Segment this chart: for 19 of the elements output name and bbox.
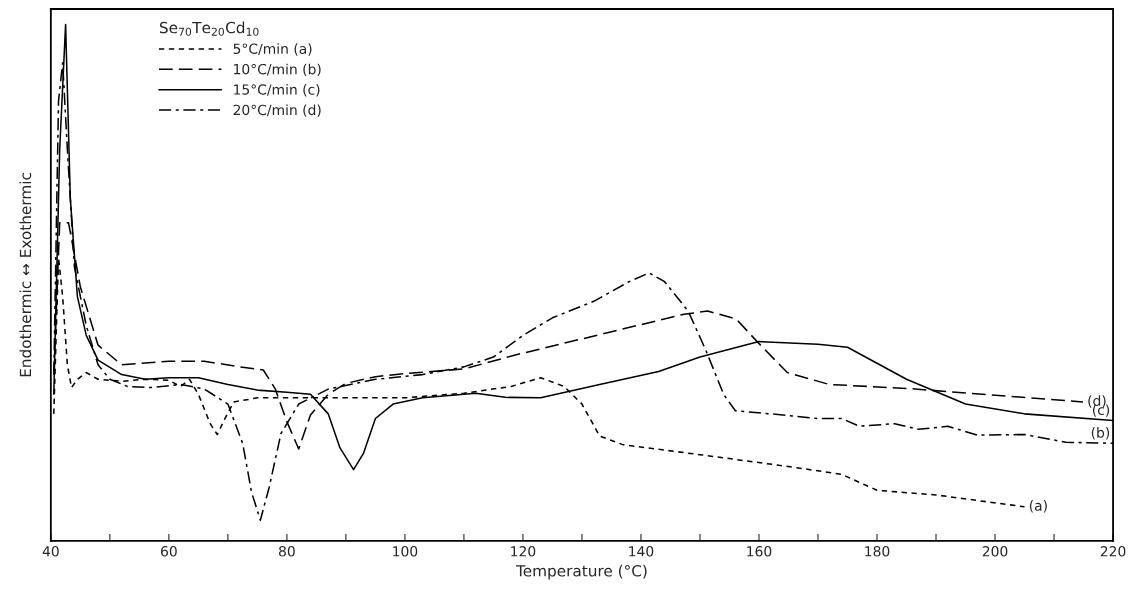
legend-label: 20°C/min (d)	[233, 104, 321, 117]
x-tick-label: 40	[42, 546, 59, 557]
x-tick-label: 120	[511, 546, 536, 557]
annotation: (a)	[1029, 500, 1047, 513]
legend-label: 15°C/min (c)	[234, 84, 320, 97]
x-tick-label: 100	[393, 546, 418, 557]
x-tick-label: 180	[865, 546, 890, 557]
x-tick-label: 60	[161, 546, 177, 557]
legend-label: 10°C/min (b)	[234, 63, 321, 77]
x-tick-label: 140	[629, 546, 654, 557]
y-axis-title: Endothermic ↔ Exothermic	[19, 173, 32, 377]
legend-title: Se$_{70}$Te$_{20}$Cd$_{10}$	[159, 21, 259, 36]
legend-label: 5°C/min (a)	[233, 43, 312, 56]
x-tick-label: 200	[982, 546, 1008, 557]
annotation: (b)	[1091, 427, 1110, 440]
x-axis-title: Temperature (°C)	[515, 564, 647, 580]
x-tick-label: 220	[1100, 546, 1126, 557]
x-tick-label: 80	[279, 546, 295, 557]
x-tick-label: 160	[747, 546, 772, 557]
